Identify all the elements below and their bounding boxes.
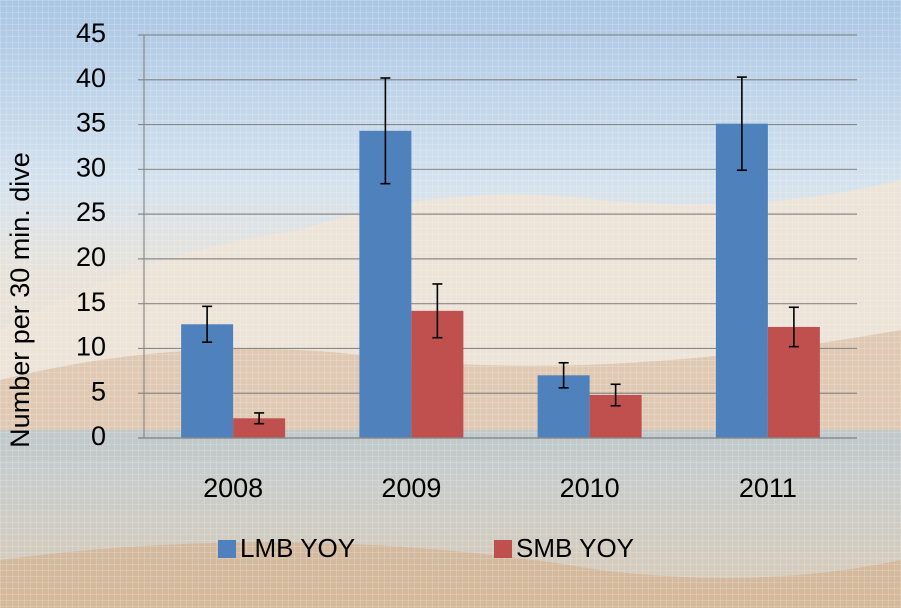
y-axis-label: Number per 30 min. dive [5, 152, 35, 448]
x-tick-label: 2009 [381, 473, 441, 503]
x-tick-label: 2008 [203, 473, 263, 503]
y-tick-label: 35 [76, 108, 106, 138]
error-bar [736, 76, 747, 172]
legend-label: SMB YOY [516, 533, 634, 563]
y-tick-label: 25 [76, 197, 106, 227]
error-bar [202, 305, 213, 343]
bar [181, 324, 234, 438]
error-bar [380, 77, 391, 185]
y-tick-label: 0 [91, 421, 106, 451]
y-tick-label: 10 [76, 332, 106, 362]
legend-swatch [494, 540, 512, 558]
y-tick-label: 45 [76, 18, 106, 48]
error-bar [432, 283, 443, 339]
error-bar [788, 306, 799, 348]
bar [715, 123, 768, 438]
x-tick-label: 2011 [739, 473, 797, 503]
x-tick-label: 2010 [560, 473, 620, 503]
y-tick-label: 30 [76, 152, 106, 182]
y-tick-label: 20 [76, 242, 106, 272]
y-tick-label: 5 [91, 376, 106, 406]
legend-label: LMB YOY [240, 533, 355, 563]
y-tick-label: 15 [76, 287, 106, 317]
error-bar [558, 361, 569, 389]
error-bar [610, 383, 621, 407]
error-bar [254, 412, 265, 425]
legend-swatch [218, 540, 236, 558]
y-tick-label: 40 [76, 63, 106, 93]
bar [233, 418, 286, 438]
